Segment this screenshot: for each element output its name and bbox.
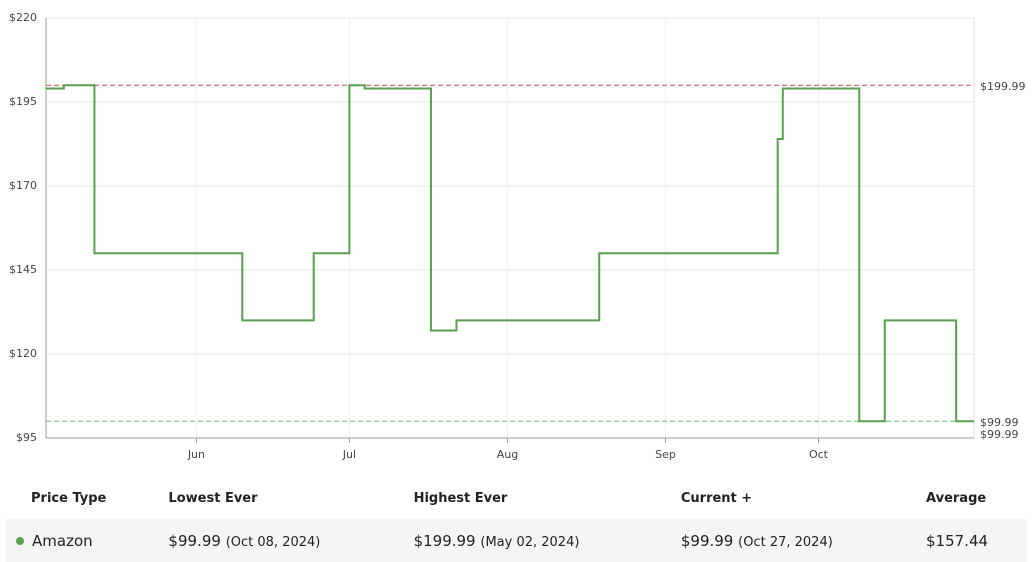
y-tick-label: $195	[9, 95, 37, 108]
reference-label: $99.99	[980, 416, 1019, 429]
x-tick-label: Sep	[655, 448, 676, 461]
header: Average	[926, 491, 987, 506]
current-label: $99.99	[980, 428, 1019, 441]
cell: $199.99 (May 02, 2024)	[412, 519, 680, 562]
cell: $99.99 (Oct 27, 2024)	[679, 519, 925, 562]
date: (May 02, 2024)	[480, 534, 580, 550]
y-tick-label: $145	[9, 263, 37, 276]
date: (Oct 27, 2024)	[738, 534, 833, 550]
reference-label: $199.99	[980, 80, 1026, 93]
price: $99.99	[680, 531, 734, 550]
price: $157.44	[926, 531, 989, 550]
legend-dot	[16, 537, 24, 545]
price-table: Price Type Lowest Ever Highest Ever Curr…	[6, 478, 1027, 562]
x-tick-label: Jul	[342, 448, 356, 461]
y-tick-label: $95	[16, 431, 37, 444]
y-tick-label: $120	[9, 347, 37, 360]
header-row: Price Type Lowest Ever Highest Ever Curr…	[6, 478, 1027, 519]
row: Amazon $99.99 (Oct 08, 2024) $199.99 (Ma…	[6, 519, 1027, 562]
cell: $99.99 (Oct 08, 2024)	[167, 519, 413, 562]
price: $199.99	[413, 531, 476, 550]
y-tick-label: $220	[9, 11, 37, 24]
header: Highest Ever	[413, 491, 508, 506]
x-tick-label: Aug	[497, 448, 518, 461]
header: Lowest Ever	[168, 491, 258, 506]
price-type: Amazon	[32, 531, 93, 550]
header: Current +	[680, 491, 753, 506]
cell: $157.44	[925, 519, 1027, 562]
price: $99.99	[168, 531, 221, 550]
x-tick-label: Oct	[809, 448, 829, 461]
header: Price Type	[31, 491, 107, 506]
price-line	[46, 84, 974, 423]
chart: $95 $120 $145 $170 $195 $220 Jun Jul Aug Sep Oct $1…	[9, 11, 1026, 461]
date: (Oct 08, 2024)	[225, 534, 321, 550]
cell: Amazon	[6, 519, 168, 562]
y-tick-label: $170	[9, 179, 37, 192]
x-tick-label: Jun	[187, 448, 205, 461]
